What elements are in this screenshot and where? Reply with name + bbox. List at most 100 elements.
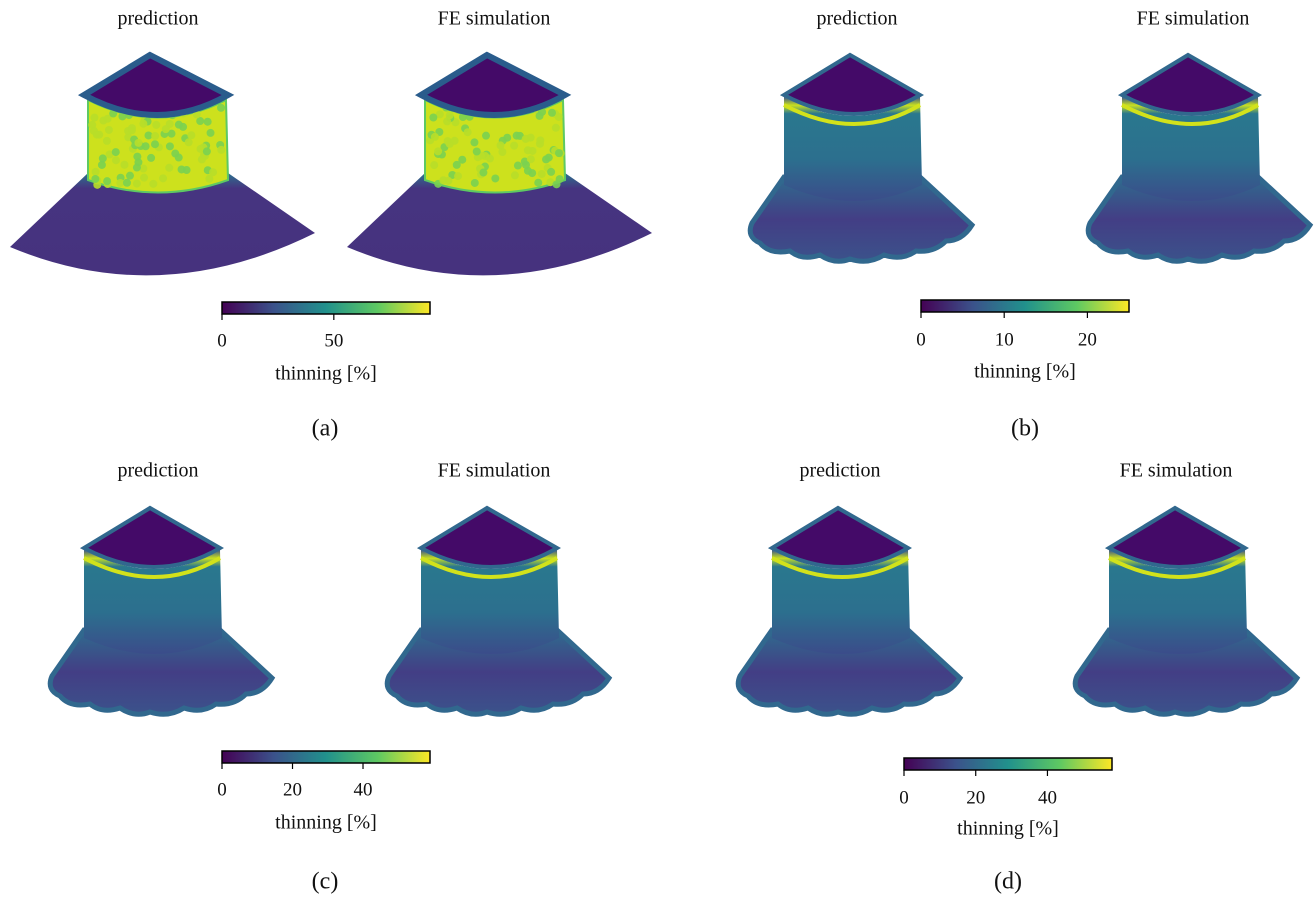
dot bbox=[112, 156, 120, 164]
part-render bbox=[387, 508, 609, 714]
dot bbox=[166, 142, 174, 150]
colorbar-tick-label: 40 bbox=[1038, 787, 1057, 808]
dot bbox=[524, 146, 532, 154]
cap bbox=[1122, 55, 1258, 114]
dot bbox=[165, 164, 173, 172]
dot bbox=[159, 174, 167, 182]
dot bbox=[536, 136, 544, 144]
part-render bbox=[10, 55, 315, 275]
cap bbox=[84, 508, 220, 567]
dot bbox=[134, 139, 142, 147]
dot bbox=[522, 161, 530, 169]
colorbar-tick-label: 0 bbox=[916, 329, 926, 350]
colorbar-tick-label: 40 bbox=[354, 779, 373, 800]
panel-caption: (b) bbox=[1011, 416, 1039, 442]
dot bbox=[103, 137, 111, 145]
dot bbox=[142, 142, 150, 150]
colorbar-label: thinning [%] bbox=[957, 818, 1059, 840]
colorbar-tick-label: 0 bbox=[217, 779, 227, 800]
part-render bbox=[1075, 508, 1297, 714]
cap bbox=[772, 508, 908, 567]
dot bbox=[497, 141, 505, 149]
dot bbox=[434, 147, 442, 155]
part-render bbox=[738, 508, 960, 714]
dot bbox=[123, 179, 131, 187]
dot bbox=[105, 126, 113, 134]
dot bbox=[178, 165, 186, 173]
colorbar-label: thinning [%] bbox=[275, 812, 377, 834]
dot bbox=[553, 180, 561, 188]
dot bbox=[128, 124, 136, 132]
figure: prediction FE simulation 0 50 thinning [%] (a… bbox=[0, 0, 1314, 903]
colorbar-tick-label: 20 bbox=[1078, 329, 1097, 350]
panel-subtitle: FE simulation bbox=[1120, 460, 1233, 482]
dot bbox=[133, 153, 141, 161]
panel-subtitle: prediction bbox=[117, 460, 198, 482]
dot bbox=[511, 171, 519, 179]
colorbar bbox=[222, 302, 430, 314]
dot bbox=[534, 179, 542, 187]
dot bbox=[99, 154, 107, 162]
dot bbox=[209, 168, 217, 176]
dot bbox=[92, 168, 100, 176]
colorbar-tick-label: 20 bbox=[966, 787, 985, 808]
dot bbox=[198, 155, 206, 163]
dot bbox=[479, 169, 487, 177]
cap bbox=[784, 55, 920, 114]
cap bbox=[1109, 508, 1245, 567]
part-render bbox=[750, 55, 972, 261]
dot bbox=[95, 131, 103, 139]
part-render bbox=[1088, 55, 1310, 261]
dot bbox=[175, 154, 183, 162]
dot bbox=[443, 117, 451, 125]
dot bbox=[429, 114, 437, 122]
colorbar bbox=[921, 300, 1129, 312]
dot bbox=[151, 132, 159, 140]
dot bbox=[204, 118, 212, 126]
dot bbox=[126, 172, 134, 180]
panel-subtitle: prediction bbox=[799, 460, 880, 482]
dot bbox=[149, 180, 157, 188]
dot bbox=[536, 112, 544, 120]
dot bbox=[552, 124, 560, 132]
panel-subtitle: FE simulation bbox=[438, 8, 551, 30]
colorbar-label: thinning [%] bbox=[974, 361, 1076, 383]
colorbar-tick-label: 50 bbox=[324, 330, 343, 351]
dot bbox=[175, 121, 183, 129]
dot bbox=[147, 154, 155, 162]
cap bbox=[421, 508, 557, 567]
panel-caption: (a) bbox=[312, 416, 339, 442]
dot bbox=[439, 176, 447, 184]
panel-caption: (d) bbox=[994, 869, 1022, 895]
dot bbox=[446, 140, 454, 148]
dot bbox=[103, 177, 111, 185]
cap bbox=[421, 55, 565, 115]
colorbar bbox=[222, 751, 430, 763]
dot bbox=[431, 133, 439, 141]
dot bbox=[470, 138, 478, 146]
dot bbox=[548, 109, 556, 117]
dot bbox=[464, 128, 472, 136]
dot bbox=[454, 172, 462, 180]
dot bbox=[152, 121, 160, 129]
colorbar-tick-label: 0 bbox=[899, 787, 909, 808]
panel-subtitle: prediction bbox=[816, 8, 897, 30]
colorbar-tick-label: 10 bbox=[995, 329, 1014, 350]
dot bbox=[91, 175, 99, 183]
dot bbox=[112, 148, 120, 156]
dot bbox=[522, 135, 530, 143]
dot bbox=[133, 164, 141, 172]
dot bbox=[203, 147, 211, 155]
colorbar-tick-label: 0 bbox=[217, 330, 227, 351]
dot bbox=[538, 170, 546, 178]
colorbar bbox=[904, 758, 1112, 770]
dot bbox=[162, 125, 170, 133]
dot bbox=[471, 179, 479, 187]
dot bbox=[491, 174, 499, 182]
colorbar-label: thinning [%] bbox=[275, 363, 377, 385]
dot bbox=[542, 155, 550, 163]
dot bbox=[514, 162, 522, 170]
part-render bbox=[347, 55, 652, 275]
dot bbox=[90, 114, 98, 122]
cap bbox=[84, 55, 228, 115]
